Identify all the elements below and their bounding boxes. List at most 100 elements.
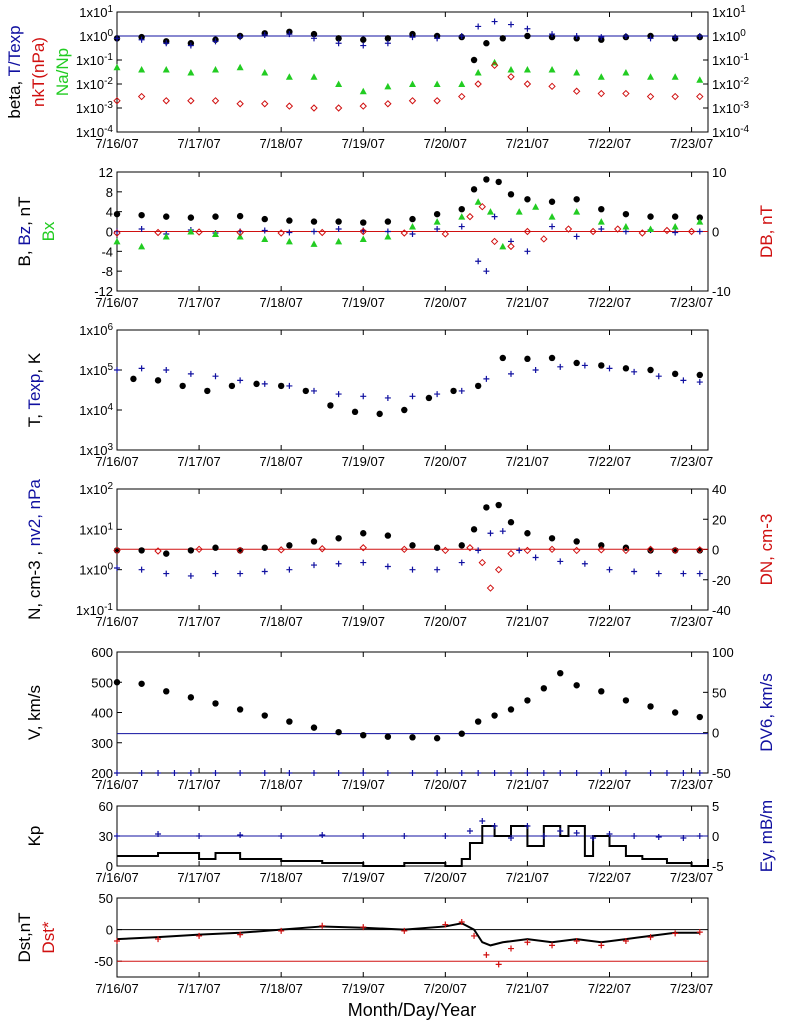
data-point — [360, 393, 367, 400]
data-point — [474, 382, 482, 390]
y-axis-label: beta, T/Texp — [5, 25, 24, 118]
panel-velocity: 7/16/07 7/17/07 7/18/07 7/19/07 7/20/07 7/21/… — [25, 645, 776, 792]
data-point — [187, 69, 195, 76]
x-tick-label: 7/22/07 — [588, 614, 631, 629]
data-point — [483, 504, 490, 511]
data-point — [359, 102, 367, 110]
data-point — [532, 554, 539, 561]
x-tick-label: 7/20/07 — [424, 136, 467, 151]
data-point — [696, 92, 704, 101]
data-point — [466, 828, 473, 834]
y2-tick-label: -50 — [712, 766, 731, 781]
data-point — [335, 237, 343, 245]
data-point — [360, 36, 367, 43]
data-point — [564, 225, 573, 233]
data-point — [360, 731, 367, 739]
data-point — [672, 930, 679, 937]
data-point — [441, 546, 450, 555]
data-point — [286, 217, 293, 224]
data-point — [360, 924, 367, 931]
data-point — [187, 97, 195, 105]
y2-axis-label: Ey, mB/m — [757, 800, 776, 872]
data-point — [647, 73, 655, 80]
y2-tick-label: 20 — [712, 512, 726, 527]
data-point — [696, 76, 704, 83]
data-point — [478, 203, 486, 211]
data-point — [196, 833, 203, 839]
data-point — [622, 223, 630, 230]
data-point — [195, 545, 203, 553]
y-tick-label: 0 — [106, 859, 113, 874]
data-point — [359, 544, 367, 552]
data-point — [319, 922, 326, 929]
data-point — [236, 228, 244, 237]
data-point — [286, 229, 293, 236]
data-point — [359, 87, 367, 95]
data-point — [155, 936, 162, 943]
data-point — [490, 61, 499, 70]
x-tick-label: 7/22/07 — [588, 981, 631, 996]
data-point — [261, 380, 268, 387]
x-tick-label: 7/21/07 — [506, 981, 549, 996]
data-point — [671, 370, 679, 378]
y-tick-label: 1x100 — [79, 562, 113, 578]
data-point — [196, 932, 203, 939]
data-point — [401, 406, 408, 414]
y2-tick-label: -20 — [712, 573, 731, 588]
data-point — [171, 770, 178, 776]
data-point — [680, 770, 687, 776]
data-point — [573, 69, 581, 76]
data-point — [598, 226, 605, 233]
x-tick-label: 7/17/07 — [177, 870, 220, 885]
data-point — [114, 35, 120, 42]
data-point — [638, 229, 647, 237]
data-point — [655, 570, 662, 577]
data-point — [647, 770, 654, 776]
data-point — [384, 40, 391, 47]
data-point — [458, 33, 465, 39]
data-point — [597, 546, 605, 554]
series-t-texp — [114, 18, 703, 49]
data-point — [483, 268, 490, 275]
panel-magnetic-field: 7/16/07 7/17/07 7/18/07 7/19/07 7/20/07 7/21/… — [15, 165, 776, 310]
x-tick-label: 7/22/07 — [588, 295, 631, 310]
y2-tick-label: 1x10-3 — [712, 100, 750, 116]
data-point — [400, 545, 408, 553]
data-point — [384, 770, 391, 776]
data-point — [137, 92, 146, 101]
x-tick-label: 7/16/07 — [95, 981, 138, 996]
x-tick-label: 7/16/07 — [95, 614, 138, 629]
data-point — [548, 535, 556, 542]
data-point — [548, 545, 556, 553]
data-point — [491, 712, 498, 719]
data-point — [360, 833, 367, 839]
data-point — [631, 833, 638, 839]
data-point — [490, 237, 499, 246]
data-point — [508, 945, 514, 952]
data-point — [524, 32, 531, 40]
data-point — [647, 225, 655, 233]
data-point — [646, 92, 655, 101]
y-axis-label: Na/Np — [53, 48, 72, 96]
x-tick-label: 7/19/07 — [342, 981, 385, 996]
data-point — [434, 566, 441, 573]
data-point — [696, 929, 703, 936]
data-point — [572, 546, 581, 555]
x-axis-title: Month/Day/Year — [348, 1000, 476, 1020]
data-point — [237, 377, 244, 384]
data-point — [311, 228, 317, 235]
data-point — [483, 176, 490, 183]
data-point — [335, 218, 342, 225]
x-tick-label: 7/21/07 — [506, 295, 549, 310]
data-point — [155, 831, 162, 837]
data-point — [236, 547, 244, 554]
data-point — [212, 213, 219, 220]
y2-tick-label: 1x10-4 — [712, 124, 750, 140]
data-point — [597, 73, 605, 80]
data-point — [548, 354, 556, 362]
y2-axis-label: DN, cm-3 — [757, 514, 776, 586]
data-point — [261, 100, 269, 108]
data-point — [590, 835, 597, 841]
data-point — [495, 501, 502, 509]
data-point — [671, 547, 679, 554]
